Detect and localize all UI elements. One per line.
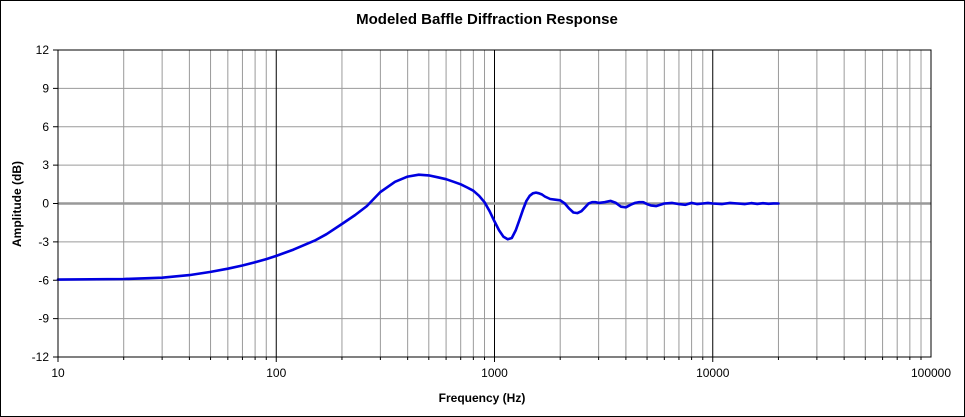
y-tick-label: 12 <box>36 43 50 57</box>
x-tick-label: 1000 <box>481 366 508 380</box>
y-tick-label: 6 <box>42 120 49 134</box>
y-tick-label: -6 <box>38 273 49 287</box>
chart-title: Modeled Baffle Diffraction Response <box>356 11 618 28</box>
plot-area-border <box>57 49 932 358</box>
series-line <box>56 173 780 281</box>
y-tick-label: -9 <box>38 312 49 326</box>
grid <box>53 49 931 362</box>
y-tick-label: 0 <box>42 197 49 211</box>
y-axis-label: Amplitude (dB) <box>10 161 24 247</box>
y-tick-label: -12 <box>32 350 50 364</box>
x-tick-label: 10000 <box>696 366 730 380</box>
x-tick-label: 100000 <box>911 366 951 380</box>
x-tick-label: 100 <box>266 366 286 380</box>
y-tick-label: 9 <box>42 81 49 95</box>
series <box>56 173 780 281</box>
y-tick-label: -3 <box>38 235 49 249</box>
y-tick-label: 3 <box>42 158 49 172</box>
x-axis-label: Frequency (Hz) <box>439 391 526 405</box>
x-tick-label: 10 <box>51 366 65 380</box>
